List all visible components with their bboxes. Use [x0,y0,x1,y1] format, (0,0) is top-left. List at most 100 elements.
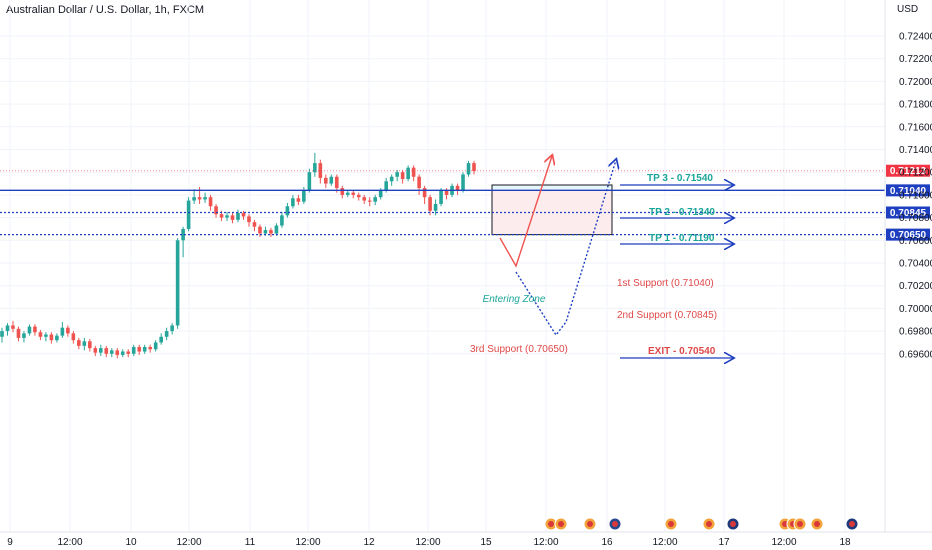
candle-body [455,185,460,191]
candle [203,192,207,203]
tp3-label: TP 3 - 0.71540 [647,173,713,184]
candle [269,227,273,237]
candle-body [98,348,103,353]
event-flag-icon [583,517,597,531]
candle-body [225,215,229,218]
economic-events [544,517,859,531]
y-tick-label: 0.71600 [899,122,932,133]
time-axis: 9 12:00 10 12:00 11 12:00 12 12:00 15 12:00 16 12:0… [7,537,851,548]
candle-body [93,348,98,353]
candle [428,194,432,216]
candle [16,326,21,342]
candle-body [378,190,383,198]
candle-body [22,333,26,338]
candle [192,189,196,204]
current-price-badge [886,164,930,177]
candle-body [340,188,345,195]
x-tick-label: 17 [718,537,730,548]
candle [88,339,92,352]
y-tick-label: 0.72200 [899,54,932,65]
y-tick-label: 0.70200 [899,281,932,292]
event-flag-icon [726,517,740,531]
y-tick-label: 0.70400 [899,259,932,270]
candle [406,165,410,182]
candle-body [230,215,235,220]
candle [466,160,471,177]
candle [302,186,306,204]
candle [395,169,399,182]
candle-body [5,325,10,332]
candle [93,345,98,357]
candle [472,160,476,175]
candle-body [274,225,279,234]
candle [230,213,235,224]
annotations: 1st Support (0.71040) 2nd Support (0.7084… [470,173,717,357]
candle-body [422,188,427,198]
candle [164,327,169,341]
candle [258,224,262,237]
currency-label: USD [897,4,918,15]
candle [362,194,367,204]
candle-body [285,206,290,216]
candle-body [318,163,323,178]
candle [307,168,312,193]
candle [356,192,361,201]
candle-body [175,240,180,326]
x-tick-label: 12:00 [57,537,82,548]
candle-body [411,167,416,177]
candle-body [373,197,378,202]
candle-body [302,190,306,202]
candle [433,199,438,216]
x-tick-label: 12 [363,537,375,548]
x-tick-label: 12:00 [652,537,677,548]
candle-body [406,167,410,180]
tp2-label: TP 2 - 0.71340 [649,207,715,218]
event-flag-icon [793,517,807,531]
candle [318,159,323,184]
candle [38,329,43,341]
price-badge-label: 0.71040 [890,186,927,197]
candle [55,333,59,343]
candle [411,165,416,182]
price-badge [886,184,930,197]
candle [27,324,32,336]
candle [345,190,350,198]
candle-body [334,176,339,189]
y-tick-label: 0.70600 [899,236,932,247]
candle-body [466,163,471,175]
candle-body [131,346,136,354]
candle [137,344,142,355]
price-axis: 0.72400 0.72200 0.72000 0.71800 0.71600 0.714… [899,32,932,361]
candle [373,194,378,206]
candle-body [142,346,147,352]
x-tick-label: 15 [480,537,492,548]
x-tick-label: 11 [245,537,256,548]
candle [329,174,334,186]
candle [225,211,229,222]
candle [186,197,191,232]
alt-path-arrow [515,160,616,337]
candle-body [11,325,15,329]
x-tick-label: 12:00 [176,537,201,548]
y-tick-label: 0.72000 [899,77,932,88]
event-flag-icon [702,517,716,531]
candle-body [307,172,312,191]
candle [351,190,356,199]
candle [439,188,443,207]
candle-body [324,177,328,184]
candle [422,185,427,204]
y-tick-label: 0.70000 [899,304,932,315]
candle-body [258,226,262,234]
projection-arrows [499,156,733,358]
candle [280,211,284,228]
y-tick-label: 0.69600 [899,349,932,360]
y-tick-label: 0.72400 [899,32,932,43]
candle-body [313,163,317,173]
candle [66,325,70,337]
bull-path-arrow [499,156,552,268]
candle-body [428,197,432,211]
candle [274,223,279,236]
x-tick-label: 10 [125,537,137,548]
candle [417,174,421,195]
